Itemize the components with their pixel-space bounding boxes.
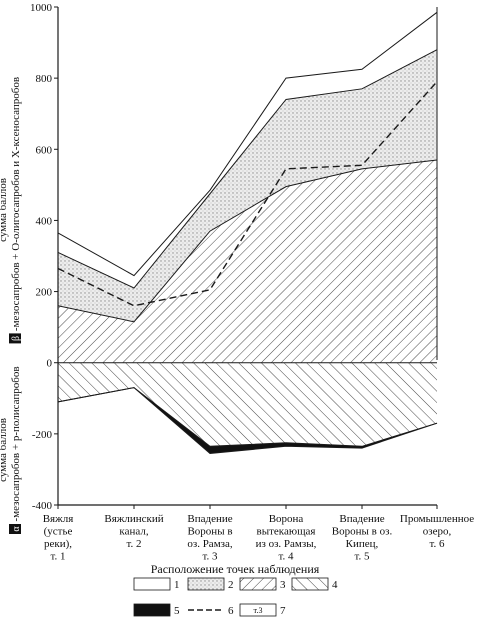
y-axis-label-lower-symbol-box: [9, 524, 21, 534]
y-axis-label-upper-line-1: сумма баллов: [0, 178, 9, 242]
y-tick-label-600: 600: [36, 144, 53, 156]
legend-item-4: 4: [291, 577, 338, 591]
y-tick-label-200: 200: [36, 287, 53, 299]
y-axis-label-upper-symbol-box: [9, 333, 21, 344]
x-axis-label: Расположение точек наблюдения: [151, 562, 320, 576]
line-dashed-series: [57, 81, 438, 307]
y-tick-label-1000: 1000: [30, 2, 53, 14]
line-xenosaprobes: [57, 11, 438, 277]
y-axis-label-upper-symbol: β: [11, 336, 22, 341]
legend-label-2: 2: [228, 579, 234, 591]
y-tick-label--200: -200: [32, 429, 53, 441]
category-label-1: Вяжля (устье реки), т. 1: [43, 513, 74, 563]
area-alpha-mesosaprobes: [58, 362, 437, 447]
y-tick-label--400: -400: [32, 500, 53, 512]
legend-swatch-4: [291, 577, 329, 591]
category-label-line: оз. Рамза,: [187, 538, 233, 550]
category-label-line: реки),: [44, 538, 72, 550]
legend-label-4: 4: [332, 579, 338, 591]
category-label-6: Промышленное озеро, т. 6: [400, 513, 474, 550]
legend-item-5: 5: [133, 603, 180, 617]
line-beta-mesosaprobes: [57, 159, 438, 323]
category-label-line: озеро,: [423, 526, 452, 538]
area-oligosaprobes: [58, 49, 437, 322]
y-axis-label-lower-symbol: α: [11, 526, 22, 532]
legend-label-6: 6: [228, 605, 234, 617]
legend-item-7: т.3 7: [239, 603, 286, 617]
y-tick-label-800: 800: [36, 73, 53, 85]
category-label-line: Впадение: [187, 513, 232, 525]
legend-swatch-2: [187, 577, 225, 591]
legend-item-2: 2: [187, 577, 234, 591]
area-xenosaprobes: [58, 12, 437, 289]
y-axis-label-lower-line-2: -мезосапробов + р-полисапробов: [10, 366, 22, 521]
line-oligosaprobes: [57, 49, 438, 289]
legend-swatch-1: [133, 577, 171, 591]
category-label-line: Вороны в: [187, 526, 232, 538]
y-axis-label-upper: сумма баллов -мезосапробов + О-олигосапро…: [0, 77, 22, 344]
category-label-line: Кипец,: [346, 538, 379, 550]
legend-sample-7: т.3: [254, 606, 263, 615]
y-axis-label-upper-line-2: -мезосапробов + О-олигосапробов и Х-ксен…: [10, 77, 22, 331]
area-beta-mesosaprobes: [58, 159, 437, 363]
category-label-line: т. 6: [430, 538, 445, 550]
legend-swatch-7: [239, 603, 277, 617]
category-label-line: Промышленное: [400, 513, 474, 525]
legend-item-6: 6: [188, 605, 234, 617]
legend-swatch-3: [239, 577, 277, 591]
category-label-line: т. 2: [127, 538, 142, 550]
line-polysaprobes: [57, 387, 438, 454]
category-label-4: Ворона вытекающая из оз. Рамзы, т. 4: [256, 513, 317, 563]
category-label-line: Вяжлинский: [104, 513, 163, 525]
category-label-line: вытекающая: [257, 526, 316, 538]
category-label-line: (устье: [44, 526, 73, 538]
category-label-line: из оз. Рамзы,: [256, 538, 317, 550]
category-label-5: Впадение Вороны в оз. Кипец, т. 5: [332, 513, 393, 563]
category-label-3: Впадение Вороны в оз. Рамза, т. 3: [187, 513, 233, 563]
y-tick-label-0: 0: [47, 358, 53, 370]
category-label-line: канал,: [119, 526, 148, 538]
category-label-line: т. 3: [203, 551, 218, 563]
legend-swatch-5: [133, 603, 171, 617]
legend-label-5: 5: [174, 605, 180, 617]
legend-label-1: 1: [174, 579, 180, 591]
category-label-line: т. 4: [279, 551, 294, 563]
category-label-line: Впадение: [339, 513, 384, 525]
category-label-line: т. 5: [355, 551, 370, 563]
legend-label-7: 7: [280, 605, 286, 617]
category-label-line: Ворона: [269, 513, 304, 525]
category-label-line: т. 1: [51, 551, 66, 563]
y-tick-label-400: 400: [36, 215, 53, 227]
legend-label-3: 3: [280, 579, 286, 591]
category-label-2: Вяжлинский канал, т. 2: [104, 513, 163, 550]
y-axis-label-lower: сумма баллов -мезосапробов + р-полисапроб…: [0, 366, 22, 534]
category-label-line: Вяжля: [43, 513, 74, 525]
legend-item-1: 1: [133, 577, 180, 591]
category-label-line: Вороны в оз.: [332, 526, 393, 538]
y-axis-label-lower-line-1: сумма баллов: [0, 418, 9, 482]
legend-item-3: 3: [239, 577, 286, 591]
